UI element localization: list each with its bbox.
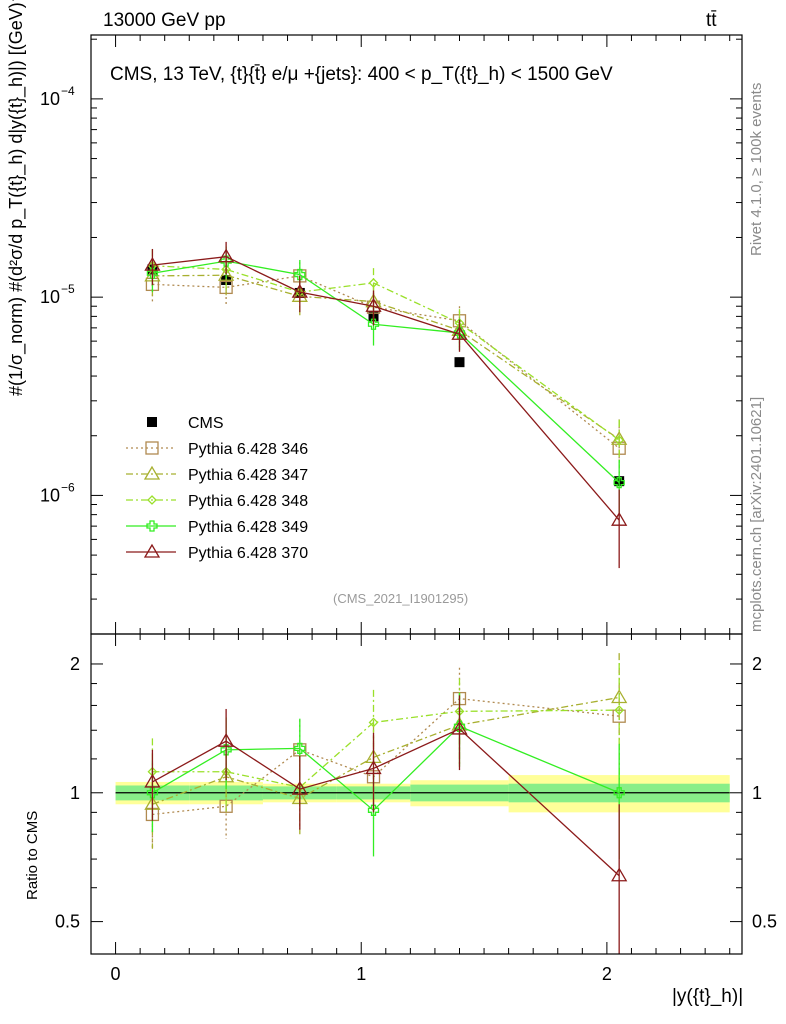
- data-point-p370: [144, 256, 161, 271]
- legend-entry-p346: Pythia 6.428 346: [126, 441, 308, 458]
- data-point-p348: [614, 435, 625, 446]
- legend-label-p346: Pythia 6.428 346: [188, 441, 308, 458]
- data-point-p370: [451, 325, 468, 340]
- series-line-p347: [152, 274, 620, 440]
- legend-label-p347: Pythia 6.428 347: [188, 467, 308, 484]
- legend-marker-p348: [147, 495, 157, 505]
- y-axis-label: #(1/σ_norm) #(d²σ/d p_T({t}_h) d|y({t}_h…: [6, 0, 26, 396]
- ratio-point-p349: [453, 720, 466, 732]
- ratio-point-p349: [613, 787, 625, 799]
- analysis-reference: (CMS_2021_I1901295): [333, 591, 469, 606]
- ratio-y-tick-label-right: 1: [752, 783, 762, 803]
- ratio-y-tick-label-right: 0.5: [752, 912, 777, 932]
- data-point-cms: [454, 357, 465, 368]
- series-line-p346: [152, 275, 620, 449]
- main-y-tick-label: 10: [40, 287, 60, 307]
- data-point-p347: [217, 266, 235, 281]
- x-axis-label: |y({t}_h)|: [672, 986, 744, 1007]
- ratio-line-p347: [152, 696, 620, 805]
- legend-marker-cms: [147, 417, 157, 427]
- ratio-point-p370: [451, 720, 468, 735]
- ratio-point-p349: [367, 804, 380, 816]
- data-point-p349: [367, 318, 380, 330]
- ratio-point-p370: [291, 780, 308, 795]
- ratio-y-axis-label: Ratio to CMS: [24, 810, 41, 900]
- ratio-point-p347: [611, 689, 628, 704]
- data-point-p370: [291, 283, 308, 298]
- ratio-y-tick-label: 0.5: [55, 912, 80, 932]
- data-point-p349: [146, 267, 159, 279]
- legend-marker-p349: [146, 520, 158, 532]
- legend-entry-p348: Pythia 6.428 348: [126, 493, 308, 510]
- legend-entry-p370: Pythia 6.428 370: [126, 543, 308, 562]
- header-process-label: 13000 GeV pp: [103, 10, 226, 31]
- legend-entry-p349: Pythia 6.428 349: [126, 519, 308, 536]
- main-y-tick-label-exponent: −4: [61, 84, 75, 98]
- series-line-p370: [152, 256, 620, 521]
- ratio-point-p349: [146, 787, 159, 799]
- legend-label-p348: Pythia 6.428 348: [188, 493, 308, 510]
- mcplots-label: mcplots.cern.ch [arXiv:2401.10621]: [748, 396, 765, 632]
- main-y-tick-label: 10: [40, 485, 60, 505]
- legend-label-p370: Pythia 6.428 370: [188, 545, 308, 562]
- data-point-p370: [365, 297, 382, 312]
- ratio-point-p370: [217, 732, 235, 747]
- rivet-version-label: Rivet 4.1.0, ≥ 100k events: [748, 82, 765, 256]
- ratio-point-p349: [294, 742, 306, 755]
- ratio-series-p370: [144, 695, 628, 954]
- data-point-p349: [613, 476, 625, 489]
- ratio-series-p346: [145, 667, 626, 849]
- data-point-p349: [294, 268, 306, 281]
- x-tick-label: 2: [602, 964, 612, 984]
- x-tick-label: 1: [356, 964, 366, 984]
- ratio-point-p348: [614, 705, 625, 716]
- main-y-tick-label-exponent: −5: [61, 282, 75, 296]
- ratio-y-tick-label: 2: [70, 654, 80, 674]
- ratio-point-p349: [220, 744, 232, 756]
- ratio-series-p347: [144, 653, 628, 849]
- ratio-plot-frame: [90, 633, 743, 955]
- legend-entry-p347: Pythia 6.428 347: [126, 465, 308, 484]
- legend-marker-p347: [143, 465, 161, 480]
- series-line-p348: [152, 265, 620, 441]
- legend-entry-cms: CMS: [147, 415, 224, 432]
- ratio-point-p370: [144, 773, 161, 788]
- ratio-y-tick-label: 1: [70, 783, 80, 803]
- legend-marker-p346: [145, 441, 159, 455]
- ratio-line-p348: [152, 709, 620, 788]
- main-y-tick-label-exponent: −6: [61, 480, 75, 494]
- ratio-line-p346: [152, 697, 620, 816]
- data-point-p370: [217, 248, 235, 263]
- ratio-y-tick-label-right: 2: [752, 654, 762, 674]
- legend-label-p349: Pythia 6.428 349: [188, 519, 308, 536]
- series-p347: [144, 258, 628, 466]
- data-point-p348: [368, 277, 379, 288]
- ratio-point-p348: [368, 717, 379, 728]
- ratio-line-p370: [152, 728, 620, 877]
- legend-label-cms: CMS: [188, 415, 224, 432]
- data-point-p349: [220, 255, 232, 267]
- header-final-state-label: tt̄: [706, 10, 717, 31]
- ratio-point-p370: [611, 867, 628, 882]
- ratio-point-p370: [365, 760, 382, 775]
- legend-marker-p370: [143, 543, 161, 558]
- plot-title: CMS, 13 TeV, {t}{t̄} e/μ +{jets}: 400 < …: [110, 64, 613, 85]
- series-p370: [144, 241, 628, 569]
- main-y-tick-label: 10: [40, 89, 60, 109]
- data-point-p370: [611, 511, 628, 526]
- x-tick-label: 0: [111, 964, 121, 984]
